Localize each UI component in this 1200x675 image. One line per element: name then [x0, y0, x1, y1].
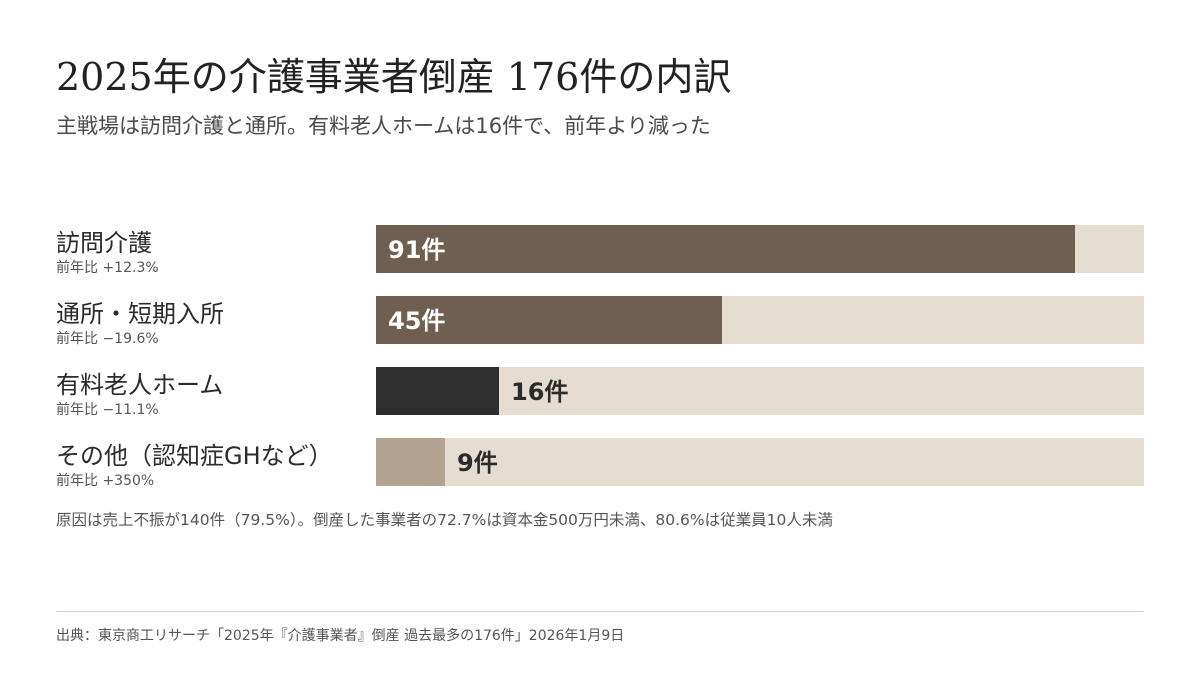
value-label: 9件	[457, 449, 498, 477]
bar-track: 45件	[376, 296, 1144, 344]
yoy-change-label: 前年比 +350%	[56, 473, 155, 489]
category-label: 通所・短期入所	[56, 300, 224, 328]
source-citation: 出典：東京商工リサーチ「2025年『介護事業者』倒産 過去最多の176件」202…	[56, 628, 625, 644]
category-label: その他（認知症GHなど）	[56, 442, 333, 470]
footer-divider	[56, 611, 1144, 612]
category-label: 訪問介護	[56, 229, 152, 257]
bar	[376, 438, 445, 486]
chart-title: 2025年の介護事業者倒産 176件の内訳	[56, 55, 732, 99]
bar-track: 91件	[376, 225, 1144, 273]
bar	[376, 225, 1075, 273]
category-label: 有料老人ホーム	[56, 371, 224, 399]
bar-row: その他（認知症GHなど） 前年比 +350% 9件	[0, 438, 1200, 489]
value-label: 91件	[388, 236, 446, 264]
bar-row: 有料老人ホーム前年比 −11.1% 16件	[0, 367, 1200, 418]
value-label: 45件	[388, 307, 446, 335]
chart-subtitle: 主戦場は訪問介護と通所。有料老人ホームは16件で、前年より減った	[56, 114, 711, 138]
yoy-change-label: 前年比 −11.1%	[56, 402, 159, 418]
bar-track: 9件	[376, 438, 1144, 486]
bar-row: 通所・短期入所前年比 −19.6% 45件	[0, 296, 1200, 347]
yoy-change-label: 前年比 +12.3%	[56, 260, 159, 276]
chart-note: 原因は売上不振が140件（79.5%）。倒産した事業者の72.7%は資本金500…	[56, 511, 833, 529]
bar-row: 訪問介護前年比 +12.3% 91件	[0, 225, 1200, 276]
bar	[376, 296, 722, 344]
bar	[376, 367, 499, 415]
yoy-change-label: 前年比 −19.6%	[56, 331, 159, 347]
value-label: 16件	[511, 378, 569, 406]
bar-track: 16件	[376, 367, 1144, 415]
